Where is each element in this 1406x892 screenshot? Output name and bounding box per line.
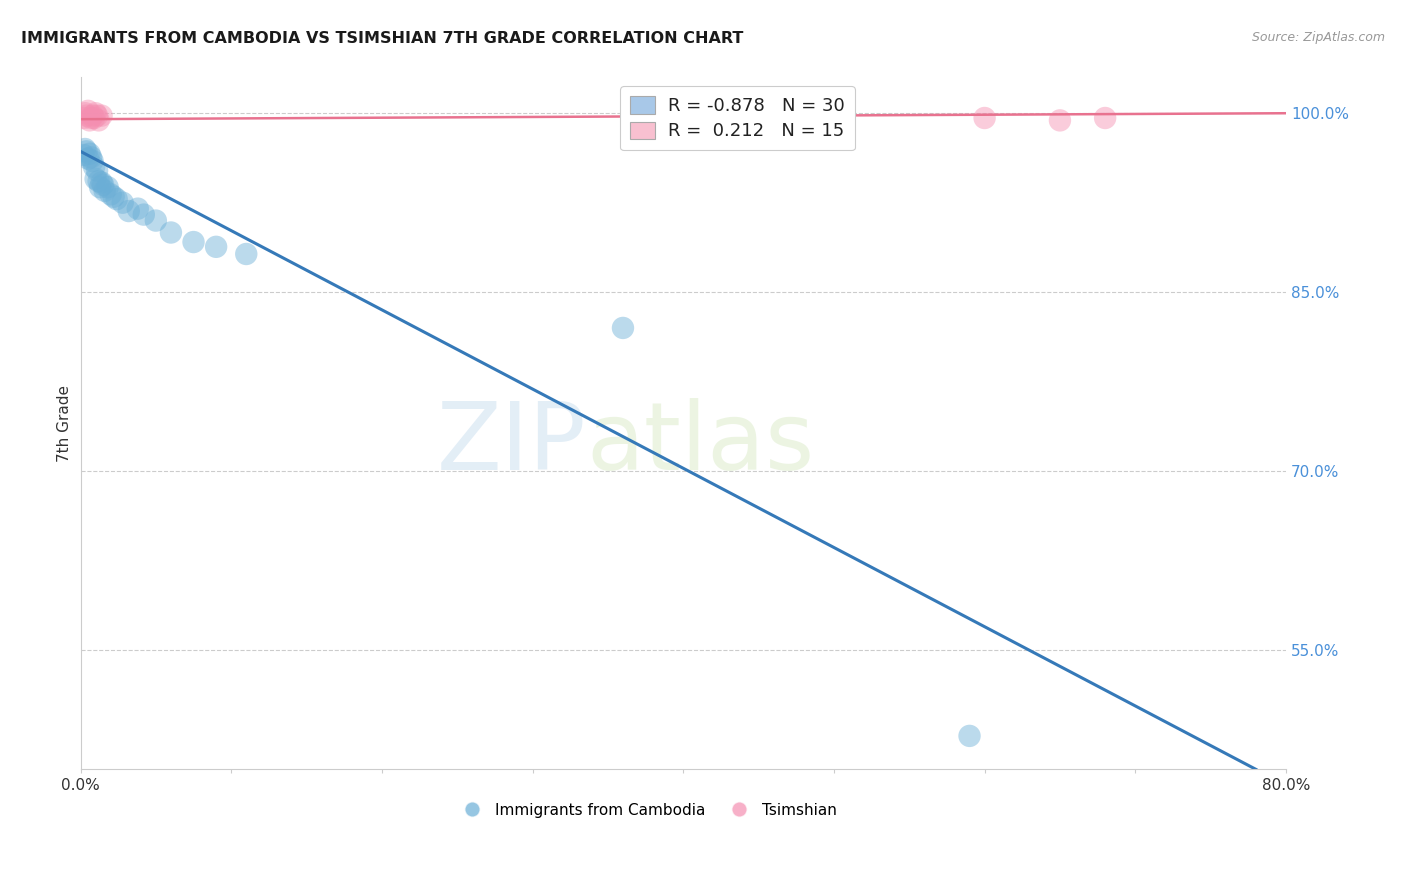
Point (118, 204, 141, 219)
Point (82, 109, 104, 123)
Point (205, 240, 228, 254)
Point (160, 226, 183, 240)
Point (72, 148, 94, 162)
Point (1094, 111, 1116, 125)
Point (89, 180, 111, 194)
Text: IMMIGRANTS FROM CAMBODIA VS TSIMSHIAN 7TH GRADE CORRELATION CHART: IMMIGRANTS FROM CAMBODIA VS TSIMSHIAN 7T… (21, 31, 744, 46)
Point (76, 145, 98, 159)
Point (235, 247, 257, 261)
Point (87, 113, 110, 128)
Point (84, 106, 107, 120)
Point (79, 113, 101, 128)
Point (80, 111, 103, 125)
Point (77, 103, 100, 118)
Point (1049, 113, 1071, 128)
Point (103, 190, 125, 204)
Point (86, 109, 108, 123)
Point (76, 109, 98, 123)
Point (87, 174, 110, 188)
Point (97, 180, 120, 194)
Point (77, 152, 100, 166)
Point (132, 208, 155, 222)
Point (100, 187, 122, 202)
Point (83, 111, 105, 125)
Point (127, 202, 149, 216)
Text: Source: ZipAtlas.com: Source: ZipAtlas.com (1251, 31, 1385, 45)
Point (105, 192, 128, 206)
Point (79, 146, 101, 161)
Point (72, 111, 94, 125)
Point (73, 142, 96, 156)
Point (84, 171, 107, 186)
Legend: Immigrants from Cambodia, Tsimshian: Immigrants from Cambodia, Tsimshian (451, 797, 844, 824)
Text: atlas: atlas (586, 398, 815, 490)
Point (91, 178, 114, 192)
Point (86, 163, 108, 178)
Point (82, 153, 104, 168)
Point (959, 729, 981, 743)
Point (90, 109, 112, 123)
Point (612, 321, 634, 335)
Point (973, 111, 995, 125)
Point (73, 106, 96, 120)
Text: ZIP: ZIP (437, 398, 586, 490)
Point (111, 195, 134, 210)
Y-axis label: 7th Grade: 7th Grade (58, 384, 72, 462)
Point (80, 150, 103, 164)
Point (145, 213, 167, 227)
Point (83, 160, 105, 174)
Point (93, 184, 115, 198)
Point (183, 235, 205, 249)
Point (90, 175, 112, 189)
